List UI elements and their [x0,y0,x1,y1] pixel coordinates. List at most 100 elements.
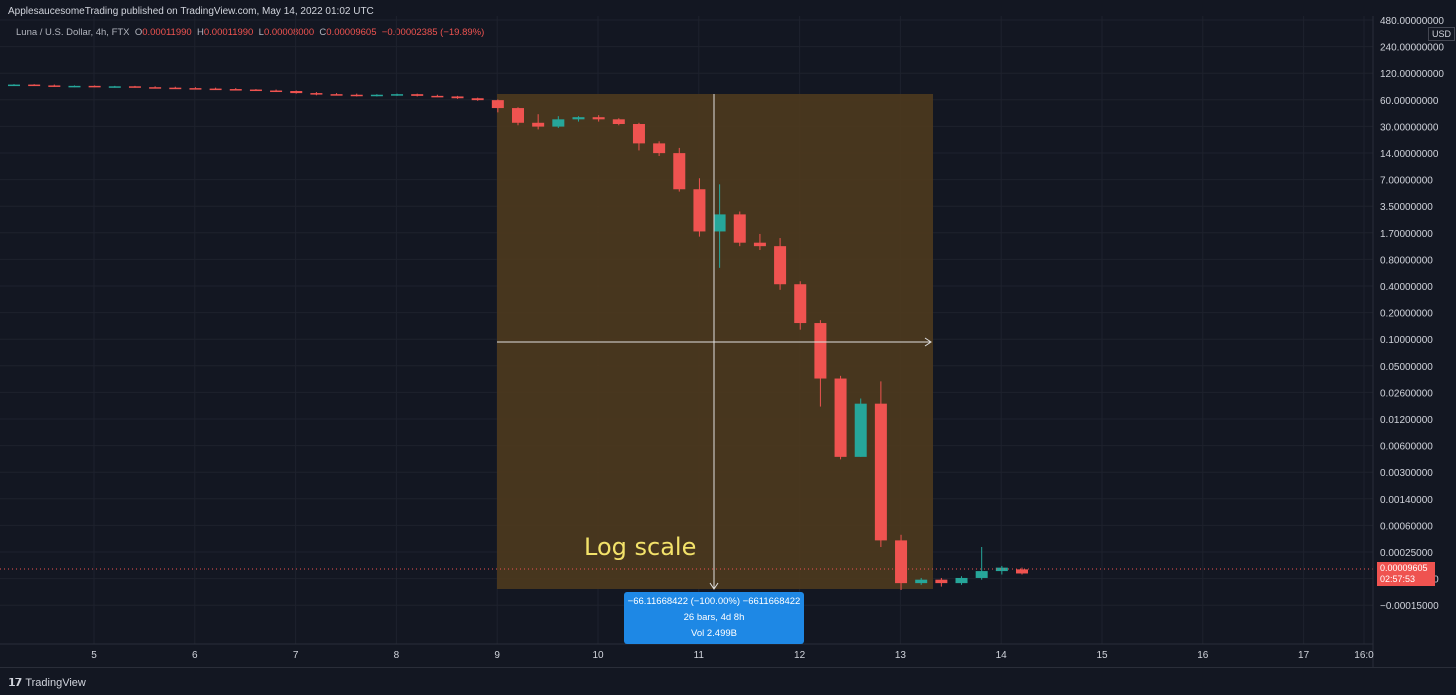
tradingview-brand: TradingView [25,676,86,689]
candle [411,93,424,97]
arrow-down-icon [709,582,719,590]
price-tick-label: 30.00000000 [1380,122,1439,133]
candle-body [1016,569,1028,574]
price-tick-label: 120.00000000 [1380,69,1444,80]
price-tick-label: 0.40000000 [1380,282,1433,293]
price-tick-label: 0.00600000 [1380,442,1433,453]
candle-body [471,98,484,101]
candle-body [753,242,766,247]
candle [814,320,827,407]
price-tick-label: 0.02600000 [1380,388,1433,399]
time-tick-label: 11 [694,650,705,661]
high-label: H [196,27,204,38]
candle [209,87,222,91]
candle-body [451,96,464,99]
price-tick-label: 0.00025000 [1380,548,1433,559]
candle-body [169,87,182,90]
candle [229,88,242,91]
candle-body [834,378,847,457]
candle [471,97,484,101]
currency-badge[interactable]: USD [1428,27,1456,41]
tradingview-logo[interactable]: 𝟭𝟳 TradingView [8,676,86,690]
candle-body [915,579,928,584]
candle [955,576,968,585]
candle [753,233,766,250]
candle [310,92,323,96]
candle [149,86,162,89]
candle [330,93,343,96]
candle [249,89,262,92]
candle [552,116,565,128]
price-tick-label: 0.00300000 [1380,468,1433,479]
price-chart[interactable]: 480.00000000240.00000000120.0000000060.0… [0,0,1456,667]
measure-bars: 26 bars, 4d 8h [683,612,745,623]
time-axis[interactable]: 5 6 7 8 9 10 11 12 13 14 15 16 17 16:0 [91,650,1374,661]
candle [431,94,444,98]
candle [451,95,464,99]
candle-body [975,571,988,578]
candle [975,547,988,580]
candle [854,398,867,457]
close-value: 0.00009605 [326,27,377,38]
log-scale-annotation: Log scale [584,533,697,561]
candle [895,534,908,590]
candle-body [814,323,827,379]
candle [350,93,363,97]
low-label: L [258,27,264,38]
candle-body [108,86,121,88]
price-axis[interactable]: 480.00000000 240.00000000 120.00000000 60.0… [1380,16,1444,612]
bar-countdown: 02:57:53 [1380,574,1416,584]
change-value: −0.00002385 (−19.89%) [381,27,485,38]
candle [834,375,847,460]
candle-body [612,119,625,125]
candle-body [995,567,1008,572]
candle [68,85,81,88]
measure-volume: Vol 2.499B [691,628,737,639]
price-tick-label: 3.50000000 [1380,202,1433,213]
candle-body [774,246,787,285]
candle-body [128,86,141,88]
candle-body [68,85,81,88]
symbol-legend: Luna / U.S. Dollar, 4h, FTX O0.00011990 … [16,27,484,38]
candle-body [209,88,222,91]
open-label: O [134,27,143,38]
candle [169,86,182,90]
measure-tooltip: −66.11668422 (−100.00%) −6611668422 26 b… [624,592,804,644]
candle-body [229,89,242,91]
candle [128,85,141,88]
time-tick-label: 5 [91,650,97,661]
time-tick-label: 13 [895,650,907,661]
time-tick-label: 7 [293,650,299,661]
candle [592,115,605,122]
candle [673,147,686,192]
price-tick-label: 240.00000000 [1380,43,1444,54]
price-tick-label: 0.20000000 [1380,309,1433,320]
candle [1016,567,1028,575]
candle [108,85,121,88]
candle-body [572,117,585,120]
candle-body [632,124,645,144]
candle-body [330,94,343,96]
candle [391,93,404,96]
time-tick-label: 17 [1298,650,1310,661]
close-label: C [319,27,327,38]
candle-body [310,93,323,95]
price-tick-label: 0.05000000 [1380,362,1433,373]
candle-body [249,89,262,92]
time-tick-label: 16:0 [1354,650,1374,661]
publisher-text: ApplesaucesomeTrading published on Tradi… [8,6,374,17]
candle [512,107,524,126]
candle-body [693,189,706,232]
candle [774,238,787,290]
candle-body [350,94,363,97]
price-tick-label: 0.01200000 [1380,415,1433,426]
price-tick-label: 7.00000000 [1380,176,1433,187]
candle [572,116,585,122]
candle [874,381,887,547]
candle [370,94,383,97]
candle-body [391,94,404,96]
candle-body [854,403,867,457]
tradingview-logo-icon: 𝟭𝟳 [8,677,22,689]
low-value: 0.00008000 [263,27,315,38]
candle [8,84,20,87]
